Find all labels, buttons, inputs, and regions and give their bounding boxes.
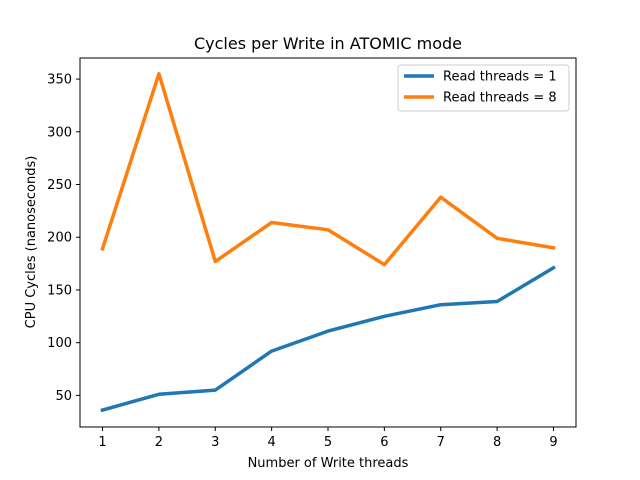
y-tick-label: 300 bbox=[47, 125, 72, 140]
x-tick-label: 1 bbox=[98, 435, 106, 450]
y-tick-label: 200 bbox=[47, 231, 72, 246]
x-axis: 1 2 3 4 5 6 7 8 9 bbox=[98, 427, 558, 450]
x-tick-label: 5 bbox=[324, 435, 332, 450]
legend: Read threads = 1 Read threads = 8 bbox=[397, 64, 570, 112]
x-tick-label: 6 bbox=[380, 435, 388, 450]
y-tick-label: 150 bbox=[47, 283, 72, 298]
x-tick-label: 9 bbox=[549, 435, 557, 450]
legend-box bbox=[397, 64, 570, 112]
x-axis-label: Number of Write threads bbox=[248, 456, 409, 471]
y-axis-label: CPU Cycles (nanoseconds) bbox=[24, 156, 39, 329]
y-tick-label: 100 bbox=[47, 336, 72, 351]
y-tick-label: 350 bbox=[47, 73, 72, 88]
x-tick-label: 8 bbox=[493, 435, 501, 450]
x-tick-label: 4 bbox=[267, 435, 275, 450]
legend-label-1: Read threads = 1 bbox=[443, 70, 557, 85]
chart-title: Cycles per Write in ATOMIC mode bbox=[194, 34, 462, 53]
x-tick-label: 7 bbox=[437, 435, 445, 450]
plot-frame bbox=[79, 57, 577, 428]
series-line-2 bbox=[100, 72, 556, 267]
y-tick-label: 50 bbox=[55, 389, 72, 404]
x-tick-label: 3 bbox=[211, 435, 219, 450]
plot-lines bbox=[100, 72, 556, 413]
legend-label-2: Read threads = 8 bbox=[443, 91, 557, 106]
y-axis: 50 100 150 200 250 300 350 bbox=[47, 73, 80, 404]
series-line-1 bbox=[100, 265, 556, 413]
y-tick-label: 250 bbox=[47, 178, 72, 193]
x-tick-label: 2 bbox=[155, 435, 163, 450]
